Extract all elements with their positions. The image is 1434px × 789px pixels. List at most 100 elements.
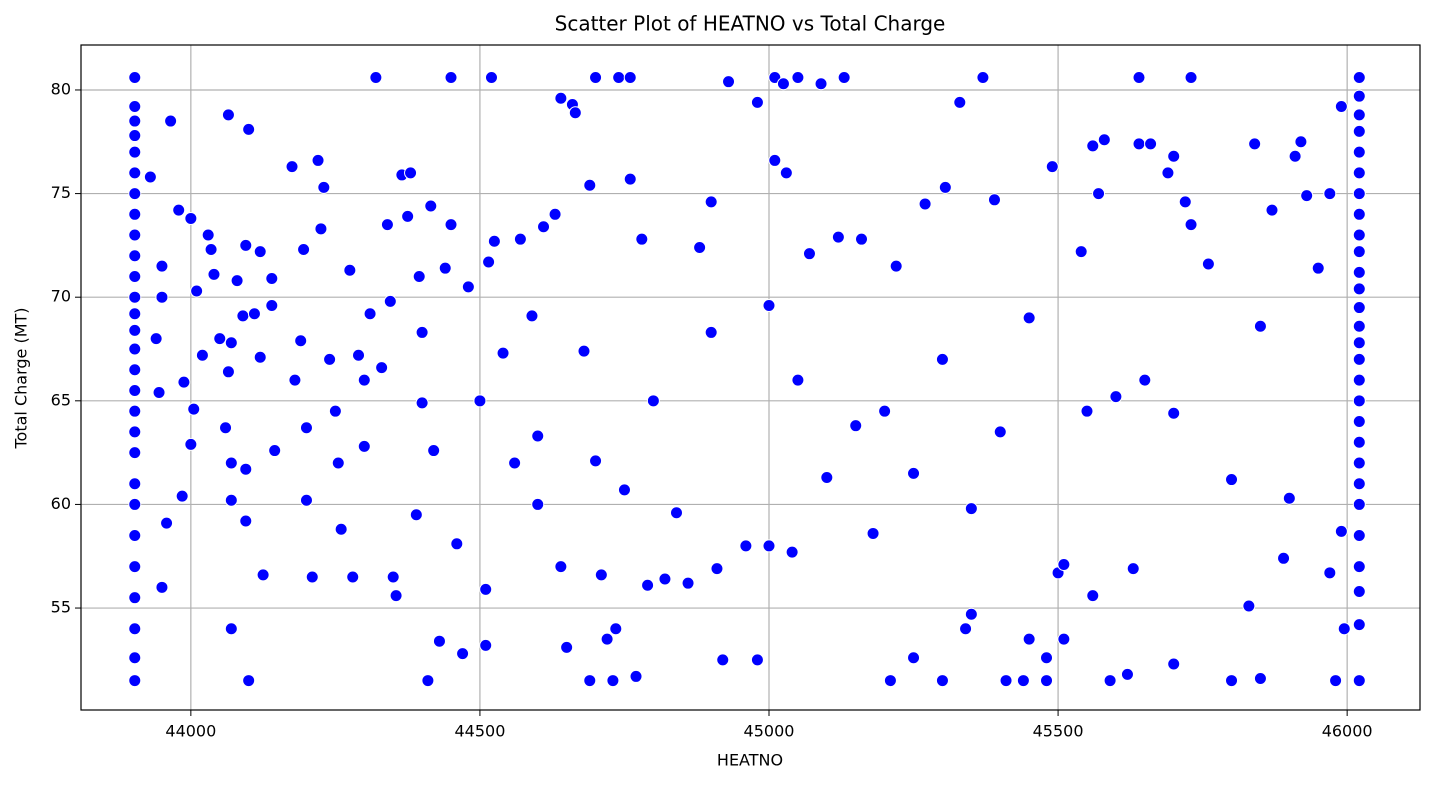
point xyxy=(128,129,142,143)
point xyxy=(1074,245,1088,259)
point xyxy=(987,193,1001,207)
point xyxy=(236,309,250,323)
y-tick-label: 65 xyxy=(51,390,71,409)
point xyxy=(1109,390,1123,404)
point xyxy=(401,209,415,223)
point xyxy=(1086,589,1100,603)
point xyxy=(1352,336,1366,350)
point xyxy=(247,307,261,321)
point xyxy=(791,373,805,387)
point xyxy=(1178,195,1192,209)
point xyxy=(128,363,142,377)
point xyxy=(1352,584,1366,598)
x-tick-label: 44500 xyxy=(454,722,505,741)
point xyxy=(461,280,475,294)
point xyxy=(964,607,978,621)
point xyxy=(404,166,418,180)
point xyxy=(1022,632,1036,646)
point xyxy=(1352,319,1366,333)
point xyxy=(380,218,394,232)
point xyxy=(609,622,623,636)
point xyxy=(415,325,429,339)
point xyxy=(791,71,805,85)
point xyxy=(1097,133,1111,147)
point xyxy=(1167,657,1181,671)
point xyxy=(1045,160,1059,174)
point xyxy=(1288,149,1302,163)
point xyxy=(1040,651,1054,665)
point xyxy=(1352,89,1366,103)
point xyxy=(612,71,626,85)
point xyxy=(820,470,834,484)
y-tick-label: 75 xyxy=(51,183,71,202)
point xyxy=(1120,667,1134,681)
point xyxy=(438,261,452,275)
point xyxy=(623,172,637,186)
point xyxy=(1242,599,1256,613)
point xyxy=(128,383,142,397)
point xyxy=(177,375,191,389)
point xyxy=(878,404,892,418)
point xyxy=(352,348,366,362)
point xyxy=(1132,137,1146,151)
point xyxy=(487,234,501,248)
point xyxy=(866,526,880,540)
point xyxy=(646,394,660,408)
point xyxy=(128,674,142,688)
point xyxy=(1057,558,1071,572)
point xyxy=(1352,282,1366,296)
point xyxy=(1022,311,1036,325)
point xyxy=(128,529,142,543)
point xyxy=(224,336,238,350)
point xyxy=(606,674,620,688)
point xyxy=(1329,674,1343,688)
point xyxy=(1352,560,1366,574)
point xyxy=(317,180,331,194)
point xyxy=(1103,674,1117,688)
point xyxy=(907,651,921,665)
point xyxy=(299,493,313,507)
point xyxy=(999,674,1013,688)
point xyxy=(1352,145,1366,159)
point xyxy=(1132,71,1146,85)
point xyxy=(837,71,851,85)
point xyxy=(1334,524,1348,538)
y-axis-label: Total Charge (MT) xyxy=(12,307,31,449)
point xyxy=(253,350,267,364)
point xyxy=(583,674,597,688)
x-tick-label: 44000 xyxy=(165,722,216,741)
point xyxy=(184,437,198,451)
point xyxy=(128,622,142,636)
point xyxy=(1016,674,1030,688)
point xyxy=(221,108,235,122)
point xyxy=(128,114,142,128)
point xyxy=(976,71,990,85)
point xyxy=(239,462,253,476)
point xyxy=(750,95,764,109)
point xyxy=(1352,228,1366,242)
point xyxy=(1080,404,1094,418)
point xyxy=(537,220,551,234)
point xyxy=(242,674,256,688)
point xyxy=(155,259,169,273)
point xyxy=(508,456,522,470)
point xyxy=(299,421,313,435)
point xyxy=(1265,203,1279,217)
point xyxy=(704,195,718,209)
point xyxy=(288,373,302,387)
point xyxy=(128,145,142,159)
chart-title: Scatter Plot of HEATNO vs Total Charge xyxy=(555,12,946,36)
point xyxy=(1167,149,1181,163)
point xyxy=(195,348,209,362)
point xyxy=(155,580,169,594)
point xyxy=(594,568,608,582)
point xyxy=(323,352,337,366)
point xyxy=(314,222,328,236)
point xyxy=(1225,674,1239,688)
point xyxy=(1352,265,1366,279)
point xyxy=(294,334,308,348)
y-tick-label: 70 xyxy=(51,287,71,306)
point xyxy=(681,576,695,590)
point xyxy=(444,218,458,232)
